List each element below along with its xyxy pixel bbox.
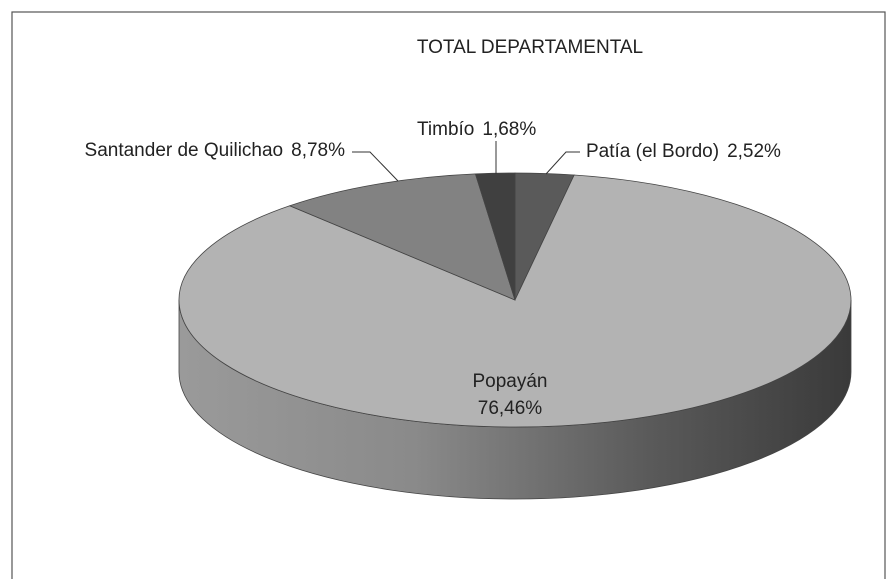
leader-line [352, 151, 399, 182]
slice [474, 172, 516, 301]
slice-label-group: Timbío 1,68% [417, 119, 536, 140]
slice-label-group: Santander de Quilichao 8,78% [85, 140, 346, 161]
slice-label-group: Patía (el Bordo) 2,52% [586, 141, 781, 162]
slice-value-label: 76,46% [478, 398, 543, 419]
slice-label: Patía (el Bordo) [586, 141, 719, 162]
leader-line [545, 151, 580, 175]
slice-value-label: 2,52% [727, 141, 781, 162]
chart-title: TOTAL DEPARTAMENTAL [417, 37, 643, 58]
slice-label: Santander de Quilichao [85, 140, 284, 161]
slice-value-label: 8,78% [291, 140, 345, 161]
slice [178, 174, 852, 428]
slice-value-label: 1,68% [482, 119, 536, 140]
slice-label: Popayán [472, 371, 547, 392]
slice-label: Timbío [417, 119, 474, 140]
slice [288, 173, 516, 301]
